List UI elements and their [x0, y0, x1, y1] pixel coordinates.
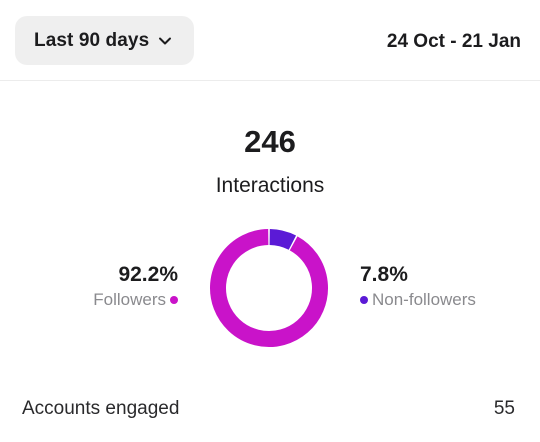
date-range-dropdown[interactable]: Last 90 days: [15, 16, 194, 65]
followers-percent: 92.2%: [118, 263, 178, 286]
non-followers-legend: Non-followers: [360, 288, 476, 312]
interactions-label: Interactions: [215, 174, 325, 197]
followers-segment: [210, 229, 328, 347]
metric-value: 55: [493, 398, 515, 419]
date-range-dropdown-label: Last 90 days: [34, 29, 150, 51]
metric-label: Accounts engaged: [22, 398, 180, 419]
non-followers-percent: 7.8%: [360, 263, 408, 286]
non-followers-label: Non-followers: [372, 290, 476, 309]
followers-label: Followers: [93, 290, 166, 309]
header-bar: Last 90 days 24 Oct - 21 Jan: [0, 0, 540, 81]
interactions-donut-chart: [210, 229, 328, 347]
non-followers-stat: 7.8% Non-followers: [360, 262, 476, 312]
followers-dot: [170, 296, 178, 304]
followers-legend: Followers: [93, 288, 178, 312]
metric-row-accounts-engaged[interactable]: Accounts engaged 55: [22, 398, 515, 420]
non-followers-dot: [360, 296, 368, 304]
followers-stat: 92.2% Followers: [93, 262, 178, 312]
non-followers-segment: [269, 229, 297, 250]
date-range-text: 24 Oct - 21 Jan: [386, 31, 521, 52]
chevron-down-icon: [158, 36, 172, 46]
interactions-total: 246: [244, 124, 296, 159]
